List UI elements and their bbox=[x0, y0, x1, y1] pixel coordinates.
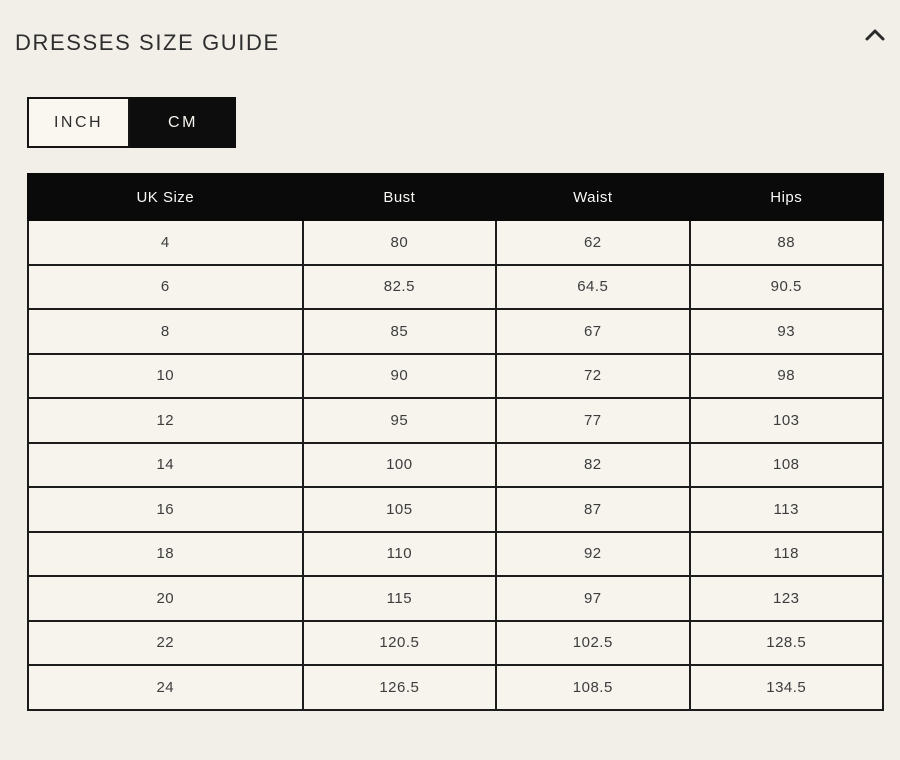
table-cell: 85 bbox=[301, 308, 498, 355]
table-cell: 16 bbox=[27, 486, 304, 533]
table-cell: 24 bbox=[27, 664, 304, 711]
table-row: 20 115 97 123 bbox=[27, 575, 885, 622]
table-cell: 93 bbox=[688, 308, 885, 355]
table-cell: 95 bbox=[301, 397, 498, 444]
unit-toggle: INCH CM bbox=[27, 97, 236, 148]
table-row: 6 82.5 64.5 90.5 bbox=[27, 263, 885, 310]
table-cell: 64.5 bbox=[495, 263, 691, 310]
table-cell: 92 bbox=[495, 530, 691, 577]
table-cell: 80 bbox=[301, 219, 498, 266]
size-guide-table: UK Size Bust Waist Hips 4 80 62 88 6 82.5 64.5… bbox=[27, 173, 885, 711]
table-cell: 134.5 bbox=[688, 664, 885, 711]
table-cell: 118 bbox=[688, 530, 885, 577]
table-cell: 12 bbox=[27, 397, 304, 444]
table-cell: 6 bbox=[27, 263, 304, 310]
table-cell: 8 bbox=[27, 308, 304, 355]
table-row: 14 100 82 108 bbox=[27, 441, 885, 488]
table-cell: 115 bbox=[301, 575, 498, 622]
unit-toggle-cm[interactable]: CM bbox=[130, 97, 236, 148]
table-row: 18 110 92 118 bbox=[27, 530, 885, 577]
table-cell: 82 bbox=[495, 441, 691, 488]
column-header-hips: Hips bbox=[688, 173, 885, 221]
chevron-up-icon bbox=[863, 27, 887, 43]
table-cell: 4 bbox=[27, 219, 304, 266]
table-header: UK Size Bust Waist Hips bbox=[27, 173, 885, 221]
page-title: DRESSES SIZE GUIDE bbox=[15, 30, 280, 55]
table-cell: 77 bbox=[495, 397, 691, 444]
table-cell: 87 bbox=[495, 486, 691, 533]
table-cell: 88 bbox=[688, 219, 885, 266]
table-cell: 14 bbox=[27, 441, 304, 488]
table-cell: 67 bbox=[495, 308, 691, 355]
table-body: 4 80 62 88 6 82.5 64.5 90.5 8 85 67 93 10 90 72 98 12 95 7… bbox=[27, 219, 885, 711]
table-row: 22 120.5 102.5 128.5 bbox=[27, 619, 885, 666]
table-cell: 102.5 bbox=[495, 619, 691, 666]
table-cell: 10 bbox=[27, 352, 304, 399]
table-row: 10 90 72 98 bbox=[27, 352, 885, 399]
table-cell: 126.5 bbox=[301, 664, 498, 711]
column-header-uk-size: UK Size bbox=[27, 173, 304, 221]
table-cell: 62 bbox=[495, 219, 691, 266]
table-cell: 20 bbox=[27, 575, 304, 622]
table-cell: 90.5 bbox=[688, 263, 885, 310]
table-header-row: UK Size Bust Waist Hips bbox=[27, 173, 885, 221]
table-cell: 100 bbox=[301, 441, 498, 488]
table-cell: 113 bbox=[688, 486, 885, 533]
table-cell: 103 bbox=[688, 397, 885, 444]
table-cell: 18 bbox=[27, 530, 304, 577]
table-cell: 123 bbox=[688, 575, 885, 622]
table-row: 8 85 67 93 bbox=[27, 308, 885, 355]
table-cell: 82.5 bbox=[301, 263, 498, 310]
table-row: 16 105 87 113 bbox=[27, 486, 885, 533]
column-header-waist: Waist bbox=[495, 173, 691, 221]
table-cell: 72 bbox=[495, 352, 691, 399]
table-cell: 105 bbox=[301, 486, 498, 533]
unit-toggle-inch[interactable]: INCH bbox=[27, 97, 130, 148]
column-header-bust: Bust bbox=[301, 173, 498, 221]
table-cell: 97 bbox=[495, 575, 691, 622]
table-cell: 22 bbox=[27, 619, 304, 666]
table-row: 12 95 77 103 bbox=[27, 397, 885, 444]
table-row: 24 126.5 108.5 134.5 bbox=[27, 664, 885, 711]
table-cell: 90 bbox=[301, 352, 498, 399]
collapse-button[interactable] bbox=[860, 22, 890, 48]
table-cell: 98 bbox=[688, 352, 885, 399]
table-row: 4 80 62 88 bbox=[27, 219, 885, 266]
table-cell: 120.5 bbox=[301, 619, 498, 666]
table-cell: 128.5 bbox=[688, 619, 885, 666]
table-cell: 108.5 bbox=[495, 664, 691, 711]
table-cell: 108 bbox=[688, 441, 885, 488]
table-cell: 110 bbox=[301, 530, 498, 577]
